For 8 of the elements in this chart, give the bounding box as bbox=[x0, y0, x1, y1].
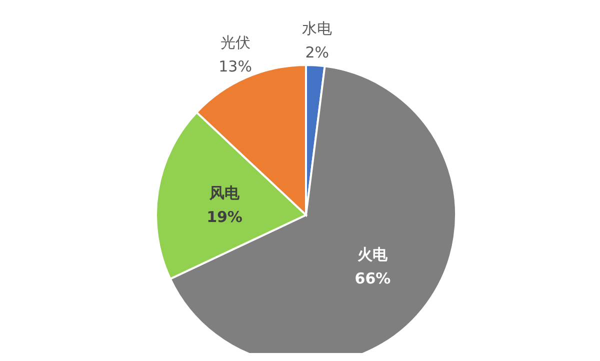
data-label: 13% bbox=[218, 58, 252, 76]
slice-label: 风电 bbox=[208, 184, 241, 202]
data-label: 2% bbox=[305, 43, 330, 62]
slice-label: 水电 bbox=[302, 19, 332, 38]
slice-label: 火电 bbox=[358, 245, 389, 264]
data-label: 66% bbox=[354, 269, 391, 288]
data-label: 19% bbox=[206, 208, 242, 226]
slice-label: 光伏 bbox=[220, 34, 250, 52]
